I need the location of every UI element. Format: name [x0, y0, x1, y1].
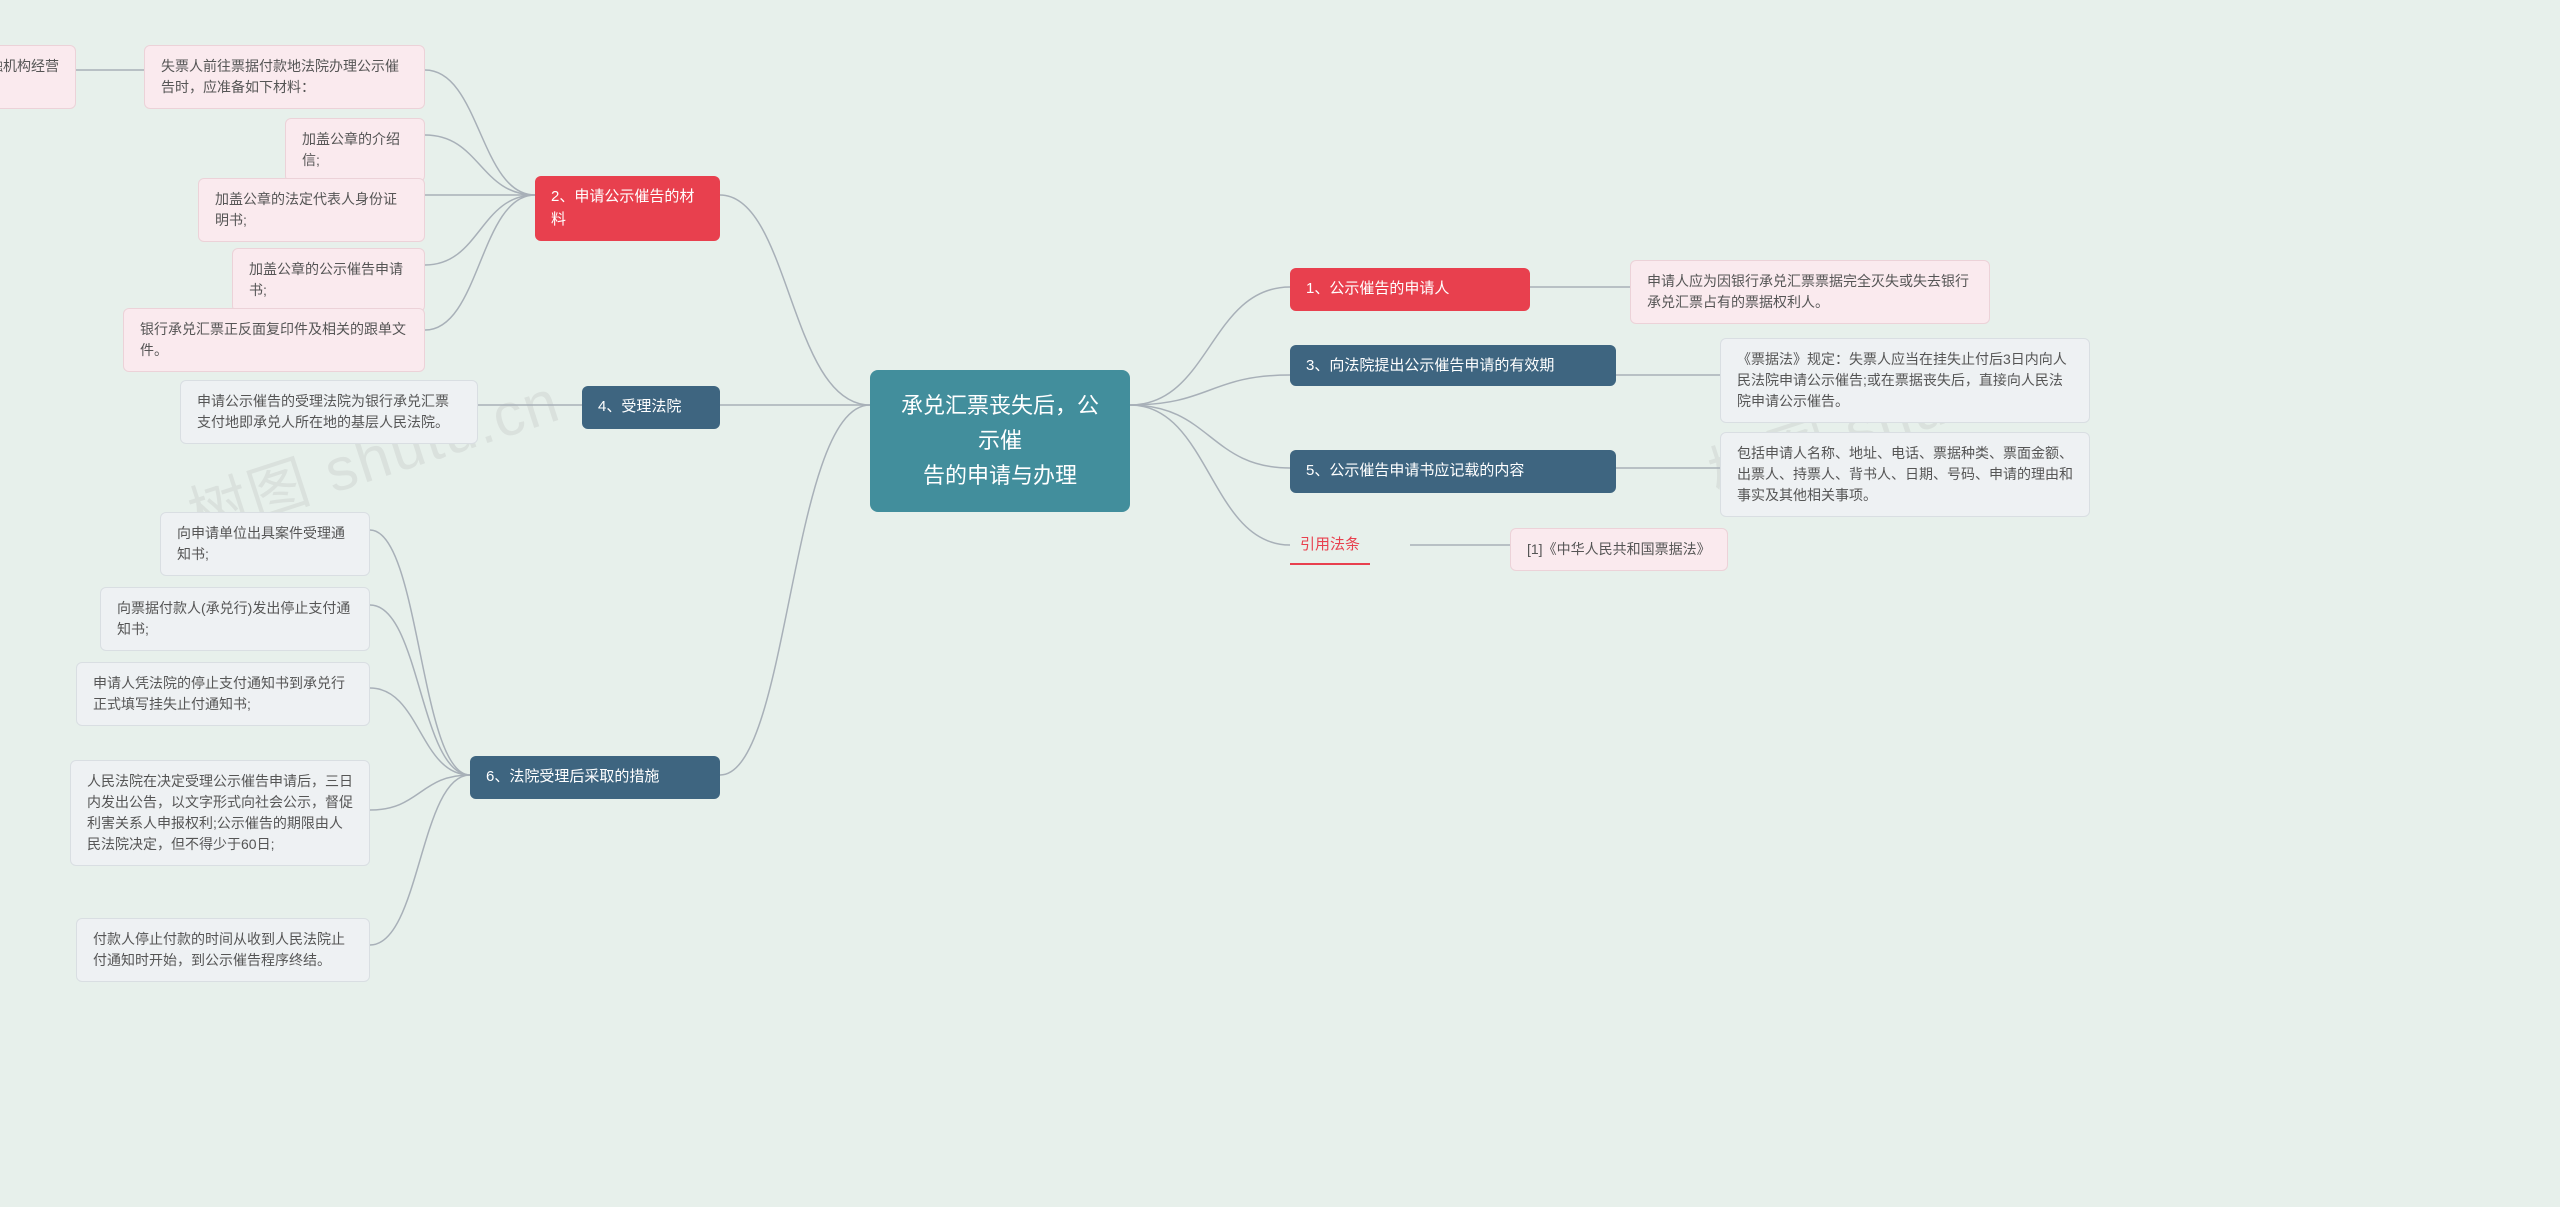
branch-left-2: 4、受理法院 [582, 386, 720, 429]
root-line2: 告的申请与办理 [923, 463, 1077, 488]
branch-right-2: 3、向法院提出公示催告申请的有效期 [1290, 345, 1616, 386]
leaf-left-1-0-extra: 本单位经年检的营业执照和金融机构经营许可证复印件; [0, 45, 76, 109]
leaf-left-1-4: 银行承兑汇票正反面复印件及相关的跟单文件。 [123, 308, 425, 372]
branch-right-3: 5、公示催告申请书应记载的内容 [1290, 450, 1616, 493]
leaf-left-1-3: 加盖公章的公示催告申请书; [232, 248, 425, 312]
leaf-left-3-2: 申请人凭法院的停止支付通知书到承兑行正式填写挂失止付通知书; [76, 662, 370, 726]
root-node: 承兑汇票丧失后，公示催 告的申请与办理 [870, 370, 1130, 512]
leaf-left-3-1: 向票据付款人(承兑行)发出停止支付通知书; [100, 587, 370, 651]
leaf-right-2: 《票据法》规定：失票人应当在挂失止付后3日内向人民法院申请公示催告;或在票据丧失… [1720, 338, 2090, 423]
leaf-left-1-0: 失票人前往票据付款地法院办理公示催告时，应准备如下材料： [144, 45, 425, 109]
branch-right-4: 引用法条 [1290, 528, 1370, 565]
branch-right-1: 1、公示催告的申请人 [1290, 268, 1530, 311]
leaf-left-3-3: 人民法院在决定受理公示催告申请后，三日内发出公告，以文字形式向社会公示，督促利害… [70, 760, 370, 866]
leaf-left-3-0: 向申请单位出具案件受理通知书; [160, 512, 370, 576]
leaf-left-1-1: 加盖公章的介绍信; [285, 118, 425, 182]
leaf-left-1-2: 加盖公章的法定代表人身份证明书; [198, 178, 425, 242]
leaf-left-3-4: 付款人停止付款的时间从收到人民法院止付通知时开始，到公示催告程序终结。 [76, 918, 370, 982]
leaf-right-4: [1]《中华人民共和国票据法》 [1510, 528, 1728, 571]
leaf-right-1: 申请人应为因银行承兑汇票票据完全灭失或失去银行承兑汇票占有的票据权利人。 [1630, 260, 1990, 324]
leaf-left-2-0: 申请公示催告的受理法院为银行承兑汇票支付地即承兑人所在地的基层人民法院。 [180, 380, 478, 444]
branch-left-1: 2、申请公示催告的材料 [535, 176, 720, 241]
branch-left-3: 6、法院受理后采取的措施 [470, 756, 720, 799]
leaf-right-3: 包括申请人名称、地址、电话、票据种类、票面金额、出票人、持票人、背书人、日期、号… [1720, 432, 2090, 517]
root-line1: 承兑汇票丧失后，公示催 [901, 393, 1099, 453]
